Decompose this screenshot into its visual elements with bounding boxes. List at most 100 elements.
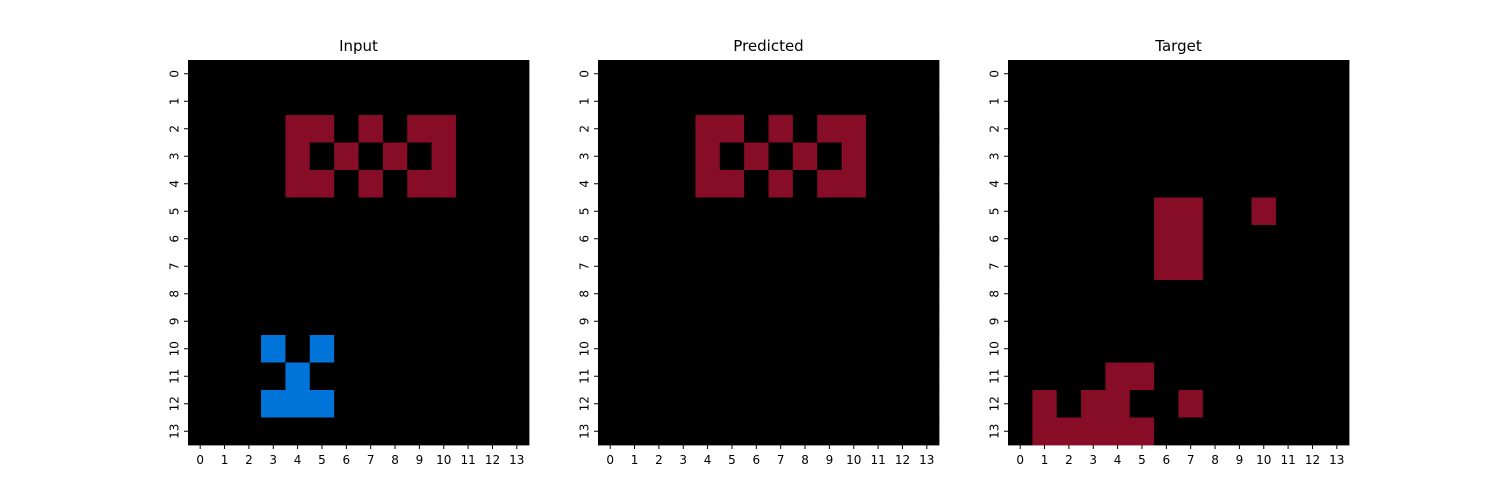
heatmap-cell [695, 417, 721, 446]
heatmap-cell [1251, 335, 1277, 363]
heatmap-cell [261, 142, 286, 171]
heatmap-cell [841, 252, 867, 281]
heatmap-cell [914, 225, 940, 253]
heatmap-cell [285, 335, 311, 363]
y-tick-label: 4 [578, 180, 592, 188]
x-tick-label: 9 [416, 453, 424, 467]
heatmap-cell [817, 115, 842, 143]
heatmap-cell [768, 115, 794, 143]
heatmap-cell [768, 170, 794, 198]
y-tick-label: 1 [988, 97, 1002, 105]
heatmap-cell [817, 390, 842, 418]
heatmap-cell [622, 225, 648, 253]
heatmap-cell [622, 115, 648, 143]
heatmap-cell [261, 170, 286, 198]
heatmap-cell [646, 115, 672, 143]
heatmap-cell [480, 60, 506, 88]
heatmap-cell [1202, 197, 1228, 226]
heatmap-cell [1275, 197, 1301, 226]
heatmap-cell [480, 115, 506, 143]
heatmap-cell [309, 197, 335, 226]
y-tick-label: 12 [988, 396, 1002, 411]
heatmap-cell [334, 280, 359, 308]
heatmap-cell [1105, 307, 1131, 336]
heatmap-cell [212, 280, 238, 308]
heatmap-cell [890, 335, 916, 363]
heatmap-cell [382, 142, 408, 171]
x-tick-label: 10 [846, 453, 861, 467]
heatmap-cell [744, 60, 769, 88]
heatmap-cell [598, 390, 623, 418]
heatmap-cell [1008, 142, 1033, 171]
heatmap-cell [334, 252, 359, 281]
heatmap-cell [431, 335, 457, 363]
heatmap-cell [358, 60, 384, 88]
y-tick-label: 10 [578, 341, 592, 356]
heatmap-cell [212, 362, 238, 391]
heatmap-cell [865, 170, 891, 198]
heatmap-cell [792, 335, 818, 363]
heatmap-cell [455, 362, 481, 391]
heatmap-cell [1056, 252, 1082, 281]
heatmap-cell [431, 60, 457, 88]
heatmap-cell [212, 307, 238, 336]
y-tick-label: 6 [578, 235, 592, 243]
heatmap-cell [1227, 60, 1252, 88]
heatmap-cell [1081, 417, 1106, 446]
heatmap-cell [1178, 362, 1204, 391]
heatmap-cell [1300, 197, 1326, 226]
heatmap-cell [768, 60, 794, 88]
heatmap-cell [865, 197, 891, 226]
heatmap-cell [865, 362, 891, 391]
heatmap-cell [1251, 307, 1277, 336]
heatmap-cell [890, 170, 916, 198]
x-tick-label: 4 [1114, 453, 1122, 467]
heatmap-cell [646, 307, 672, 336]
heatmap-cell [1251, 60, 1277, 88]
heatmap-cell [1056, 115, 1082, 143]
heatmap-cell [914, 280, 940, 308]
heatmap-cell [1275, 362, 1301, 391]
heatmap-cell [431, 115, 457, 143]
heatmap-cell [1227, 335, 1252, 363]
heatmap-cell [358, 252, 384, 281]
heatmap-cell [1251, 115, 1277, 143]
heatmap-cell [285, 87, 311, 116]
heatmap-cell [914, 417, 940, 446]
heatmap-cell [431, 170, 457, 198]
heatmap-cell [890, 225, 916, 253]
heatmap-cell [1324, 252, 1350, 281]
heatmap-cell [334, 390, 359, 418]
heatmap-cell [622, 307, 648, 336]
heatmap-cell [261, 60, 286, 88]
heatmap-cell [1300, 417, 1326, 446]
y-tick-label: 8 [988, 290, 1002, 298]
heatmap-cell [671, 390, 696, 418]
heatmap-cell [455, 307, 481, 336]
heatmap-cell [1202, 417, 1228, 446]
y-tick-label: 3 [168, 152, 182, 160]
heatmap-cell [841, 60, 867, 88]
heatmap-cell [1300, 335, 1326, 363]
heatmap-cell [1227, 280, 1252, 308]
heatmap-cell [407, 197, 432, 226]
heatmap-cell [817, 87, 842, 116]
heatmap-cell [1324, 115, 1350, 143]
heatmap-cell [914, 252, 940, 281]
heatmap-cell [1129, 60, 1155, 88]
heatmap-cell [1202, 362, 1228, 391]
heatmap-cell [455, 142, 481, 171]
heatmap-cell [285, 60, 311, 88]
x-tick-label: 3 [269, 453, 277, 467]
heatmap-cell [1227, 225, 1252, 253]
heatmap-cell [841, 142, 867, 171]
heatmap-cell [744, 252, 769, 281]
heatmap-cell [261, 362, 286, 391]
heatmap-cell [890, 417, 916, 446]
heatmap-cell [841, 197, 867, 226]
heatmap-cell [480, 390, 506, 418]
heatmap-cell [890, 197, 916, 226]
heatmap-cell [334, 197, 359, 226]
